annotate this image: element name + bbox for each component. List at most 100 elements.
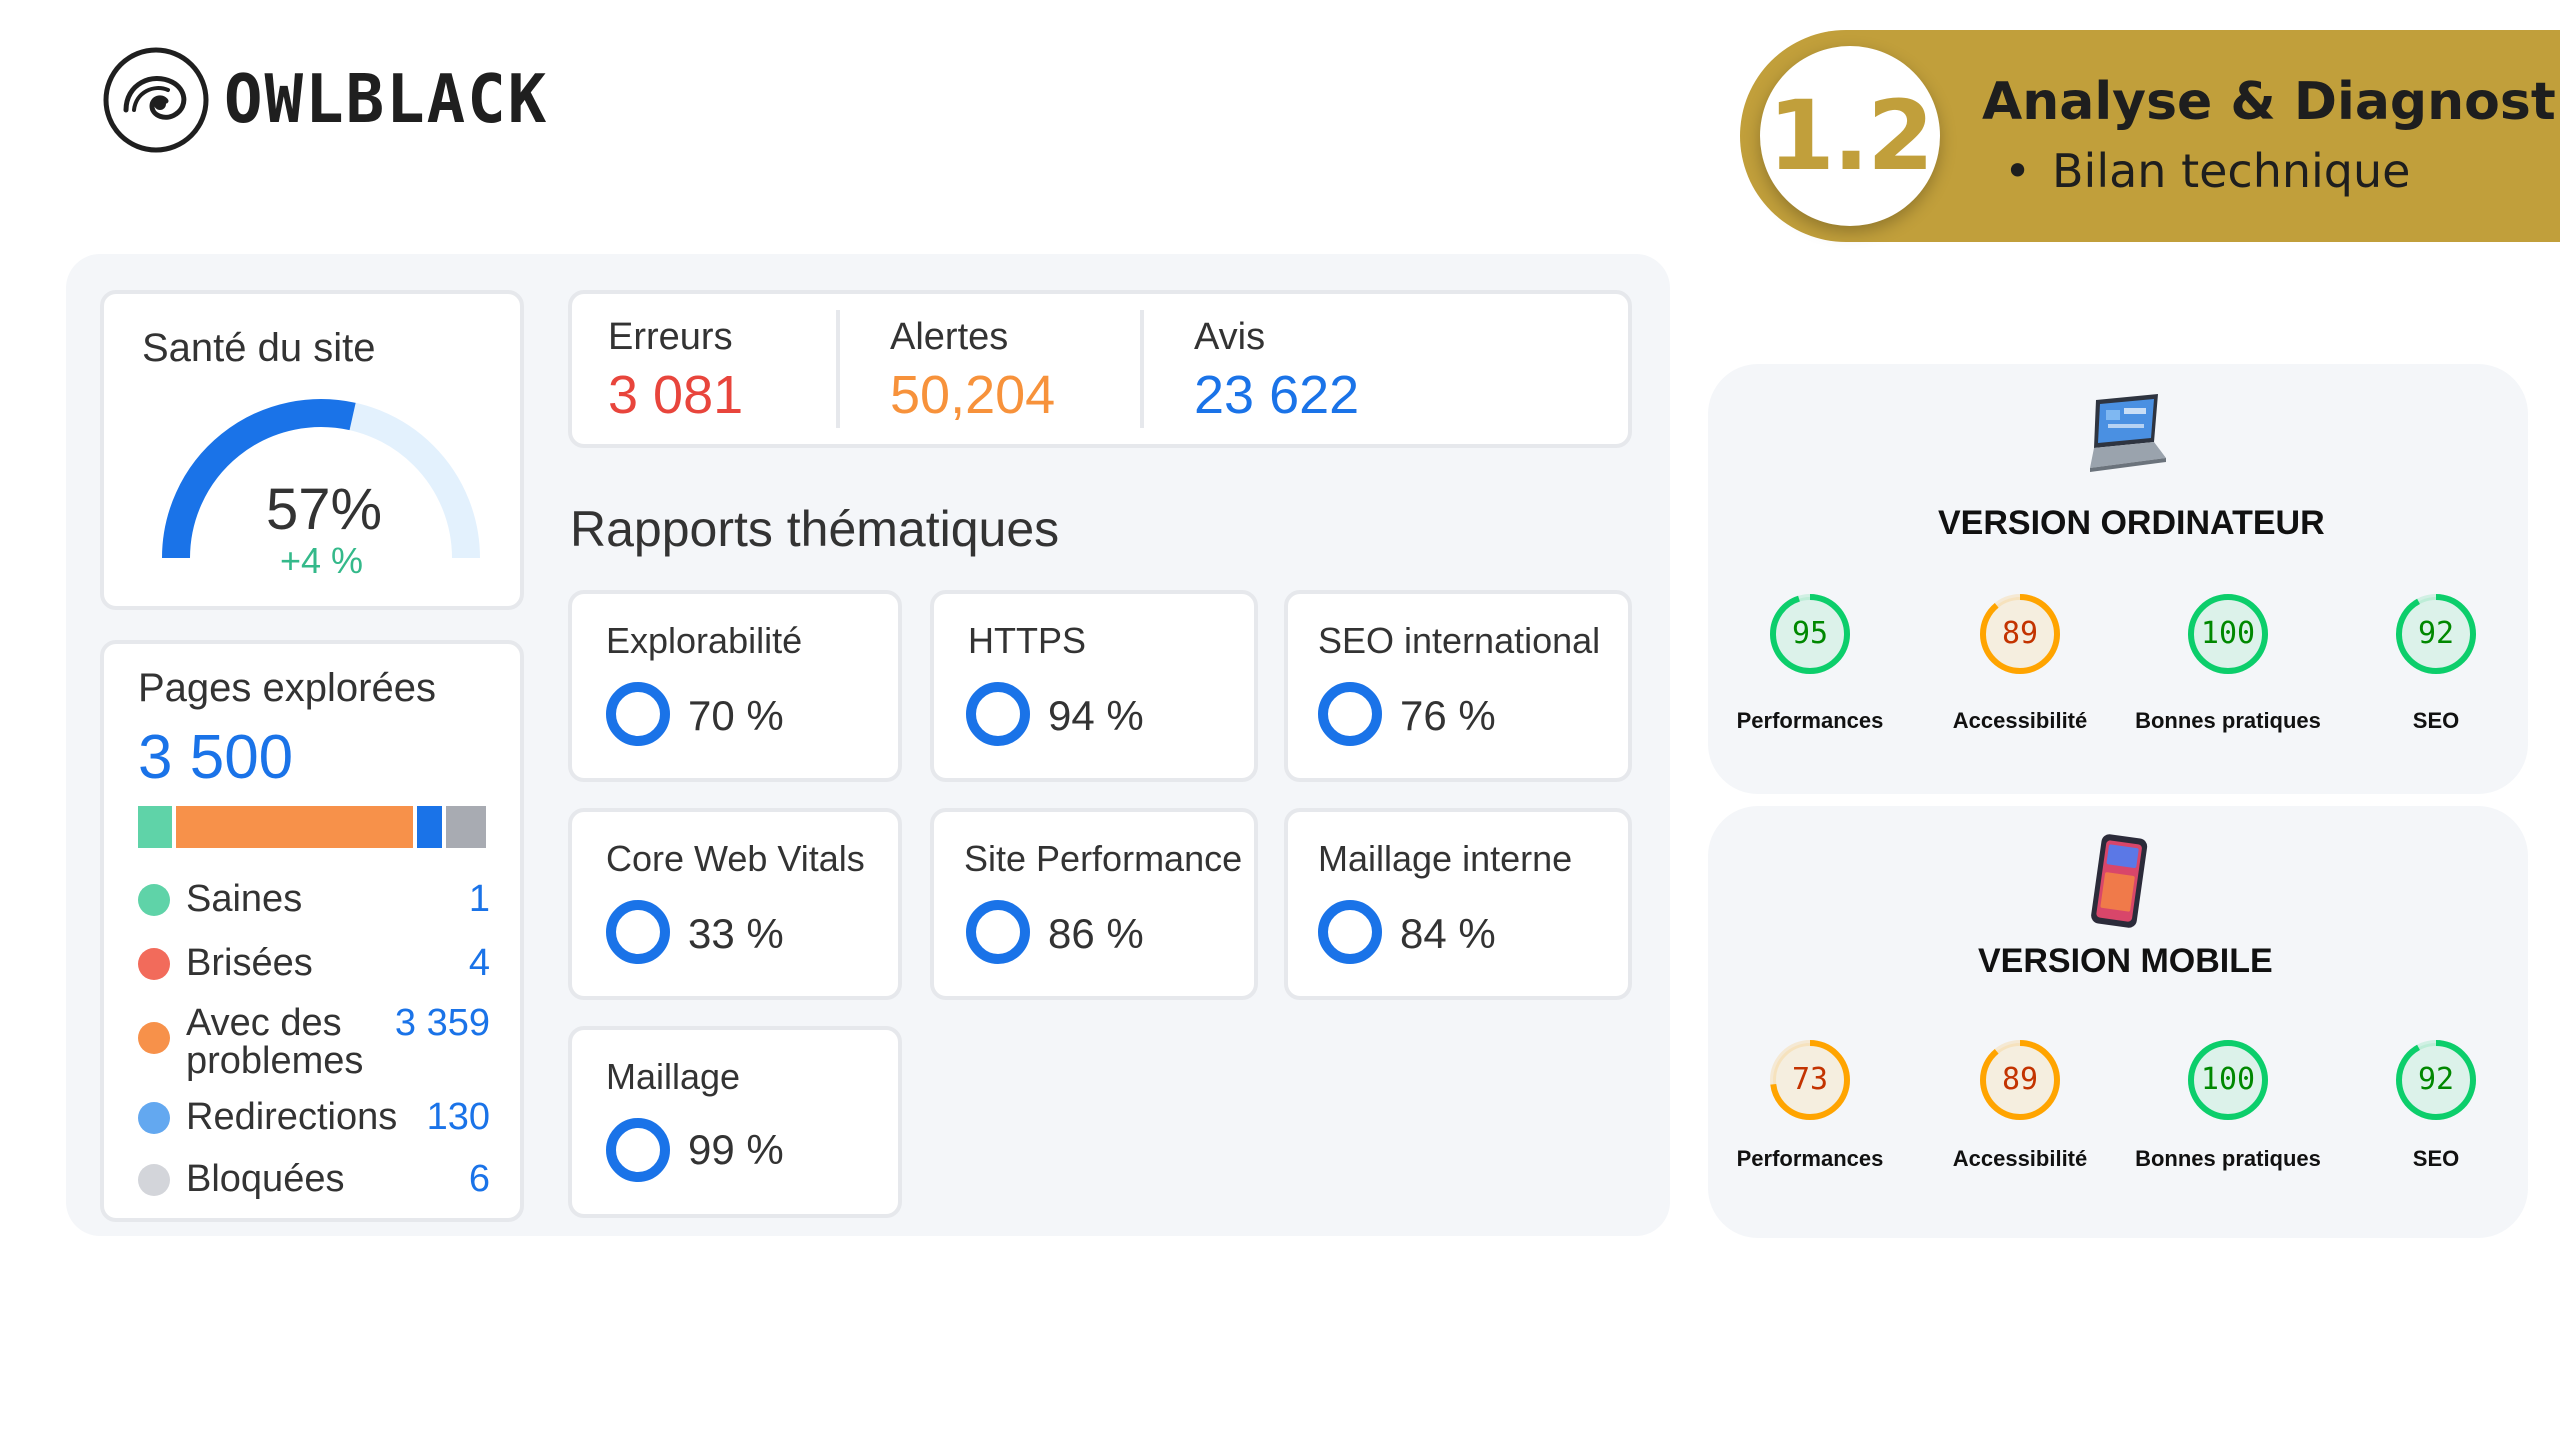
desktop-score-value: 95 <box>1791 616 1829 651</box>
progress-ring-icon <box>1318 682 1382 746</box>
legend-dot <box>138 1102 170 1134</box>
notices-value: 23 622 <box>1194 365 1360 425</box>
smartphone-icon <box>2091 834 2148 928</box>
report-tile-explorabilite[interactable] <box>568 590 902 782</box>
report-tile-label: Site Performance <box>964 838 1243 879</box>
legend-value: 1 <box>468 878 490 920</box>
progress-ring-icon <box>606 682 670 746</box>
legend-label: Redirections <box>186 1096 398 1138</box>
report-tile-core-web-vitals[interactable] <box>568 808 902 1000</box>
bar-segment-bloquees <box>446 806 486 848</box>
mobile-score-ring <box>1770 1040 1850 1120</box>
mobile-score-label: Performances <box>1736 1146 1884 1171</box>
legend-label: Brisées <box>186 942 313 984</box>
desktop-score-ring <box>1770 594 1850 674</box>
thematic-reports-title: Rapports thématiques <box>570 501 1060 557</box>
mobile-score-value: 73 <box>1791 1062 1829 1097</box>
legend-item-bloquees: Bloquées 6 <box>138 1160 490 1198</box>
legend-item-redirections: Redirections 130 <box>138 1098 490 1136</box>
desktop-score-label: Bonnes pratiques <box>2135 708 2321 733</box>
stat-divider <box>836 310 840 428</box>
mobile-score-ring <box>2188 1040 2268 1120</box>
bar-segment-problemes <box>175 806 413 848</box>
report-tile-value: 94 % <box>1048 692 1144 739</box>
brand-name: OWLBLACK <box>224 61 549 139</box>
desktop-score-value: 89 <box>2001 616 2039 651</box>
progress-ring-icon <box>606 900 670 964</box>
bar-segment-saines <box>138 806 172 848</box>
report-tile-label: Core Web Vitals <box>606 838 865 879</box>
mobile-score-value: 92 <box>2417 1062 2455 1097</box>
stat-divider <box>1140 310 1144 428</box>
site-health-value: 57% <box>266 477 383 542</box>
warnings-label: Alertes <box>890 316 1009 358</box>
bar-segment-redirections <box>416 806 443 848</box>
report-tile-value: 33 % <box>688 910 784 957</box>
brand-logo: OWLBLACK <box>102 46 548 154</box>
progress-ring-icon <box>1318 900 1382 964</box>
legend-value: 130 <box>426 1096 490 1138</box>
mobile-score-label: Bonnes pratiques <box>2135 1146 2321 1171</box>
mobile-score-label: Accessibilité <box>1952 1146 2088 1171</box>
desktop-score-ring <box>2396 594 2476 674</box>
mobile-score-ring <box>1980 1040 2060 1120</box>
mobile-version-title: VERSION MOBILE <box>1978 942 2273 980</box>
legend-value: 3 359 <box>394 1002 490 1044</box>
pages-distribution-bar <box>138 806 486 848</box>
desktop-score-label: Accessibilité <box>1952 708 2088 733</box>
desktop-score-value: 100 <box>2200 616 2256 651</box>
progress-ring-icon <box>966 682 1030 746</box>
laptop-icon <box>2090 394 2166 472</box>
desktop-score-value: 92 <box>2417 616 2455 651</box>
report-tile-label: SEO international <box>1318 620 1601 661</box>
progress-ring-icon <box>606 1118 670 1182</box>
section-subtitle: Bilan technique <box>2004 144 2411 198</box>
legend-label: Avec des problemes <box>186 1002 364 1082</box>
report-tile-value: 86 % <box>1048 910 1144 957</box>
legend-label: Bloquées <box>186 1158 345 1200</box>
warnings-value: 50,204 <box>890 365 1056 425</box>
legend-dot <box>138 1022 170 1054</box>
report-tile-site-performance[interactable] <box>930 808 1258 1000</box>
desktop-score-ring <box>2188 594 2268 674</box>
legend-value: 4 <box>468 942 490 984</box>
progress-ring-icon <box>966 900 1030 964</box>
owl-logo-icon <box>103 47 209 153</box>
legend-item-saines: Saines 1 <box>138 880 490 918</box>
mobile-score-label: SEO <box>2412 1146 2460 1171</box>
legend-item-brisees: Brisées 4 <box>138 944 490 982</box>
section-title: Analyse & Diagnostic <box>1982 72 2560 132</box>
pages-crawled-title: Pages explorées <box>138 666 436 710</box>
desktop-score-ring <box>1980 594 2060 674</box>
errors-value: 3 081 <box>608 365 744 425</box>
desktop-score-label: SEO <box>2412 708 2460 733</box>
legend-item-problemes: Avec des problemes 3 359 <box>138 1004 490 1080</box>
report-tile-https[interactable] <box>930 590 1258 782</box>
report-tile-maillage[interactable] <box>568 1026 902 1218</box>
report-tile-value: 70 % <box>688 692 784 739</box>
pages-crawled-total: 3 500 <box>138 723 294 792</box>
section-number-badge: 1.2 <box>1760 46 1940 226</box>
notices-label: Avis <box>1194 316 1266 358</box>
site-health-gauge <box>162 399 480 559</box>
mobile-score-value: 100 <box>2200 1062 2256 1097</box>
desktop-version-title: VERSION ORDINATEUR <box>1938 504 2325 542</box>
report-tile-value: 99 % <box>688 1126 784 1173</box>
mobile-score-value: 89 <box>2001 1062 2039 1097</box>
report-tile-label: HTTPS <box>968 620 1087 661</box>
report-tile-label: Maillage interne <box>1318 838 1573 879</box>
legend-dot <box>138 948 170 980</box>
site-health-delta: +4 % <box>280 540 364 581</box>
site-health-title: Santé du site <box>142 326 376 370</box>
legend-dot <box>138 884 170 916</box>
report-tile-value: 84 % <box>1400 910 1496 957</box>
desktop-score-label: Performances <box>1736 708 1884 733</box>
mobile-score-ring <box>2396 1040 2476 1120</box>
legend-value: 6 <box>468 1158 490 1200</box>
report-tile-label: Explorabilité <box>606 620 803 661</box>
errors-label: Erreurs <box>608 316 733 358</box>
report-tile-label: Maillage <box>606 1056 741 1097</box>
legend-label: Saines <box>186 878 303 920</box>
report-tile-value: 76 % <box>1400 692 1496 739</box>
pages-crawled-card <box>100 640 524 1222</box>
